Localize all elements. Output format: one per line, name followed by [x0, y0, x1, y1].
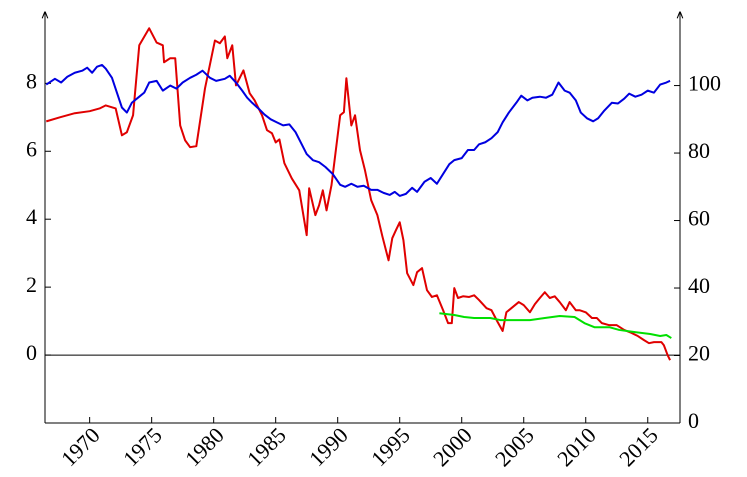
y2-tick-label: 60: [688, 206, 710, 231]
x-tick-label: 2010: [552, 422, 601, 471]
y2-tick-label: 0: [688, 408, 699, 433]
x-tick-label: 1975: [118, 422, 167, 471]
line-series: [45, 27, 671, 361]
line-series: [45, 63, 671, 197]
y-tick-label: 6: [26, 136, 37, 161]
x-tick-label: 1970: [56, 422, 105, 471]
line-series: [439, 312, 672, 339]
y2-tick-label: 100: [688, 71, 721, 96]
y-tick-label: 2: [26, 272, 37, 297]
x-tick-label: 2015: [614, 422, 663, 471]
x-tick-label: 1980: [180, 422, 229, 471]
x-tick-label: 2000: [428, 422, 477, 471]
x-tick-label: 2005: [490, 422, 539, 471]
y2-tick-label: 80: [688, 138, 710, 163]
x-tick-label: 1995: [366, 422, 415, 471]
x-tick-label: 1990: [304, 422, 353, 471]
y-tick-label: 4: [26, 204, 37, 229]
y2-tick-label: 40: [688, 273, 710, 298]
y-tick-label: 0: [26, 340, 37, 365]
y-tick-label: 8: [26, 68, 37, 93]
x-tick-label: 1985: [242, 422, 291, 471]
y2-tick-label: 20: [688, 341, 710, 366]
